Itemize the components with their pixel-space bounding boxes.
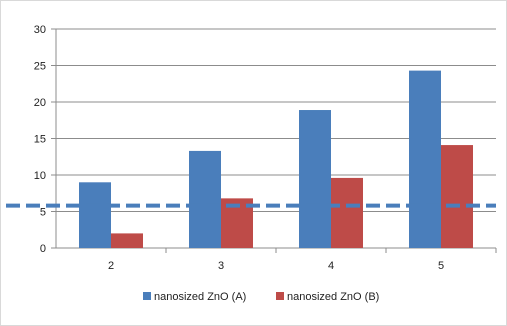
legend-label: nanosized ZnO (A) [154, 291, 246, 303]
y-tick-label: 0 [40, 243, 46, 255]
bar-a [409, 70, 441, 248]
y-tick-label: 5 [40, 207, 46, 219]
y-tick-label: 15 [34, 134, 46, 146]
bar-a [189, 150, 221, 248]
x-tick-label: 5 [438, 260, 444, 272]
legend-swatch [276, 292, 284, 300]
bar-a [79, 182, 111, 248]
y-tick-label: 30 [34, 24, 46, 36]
x-tick-label: 4 [328, 260, 334, 272]
legend-label: nanosized ZnO (B) [287, 291, 379, 303]
bar-b [111, 233, 143, 248]
bar-b [331, 177, 363, 248]
bar-a [299, 110, 331, 248]
x-tick-label: 2 [108, 260, 114, 272]
legend-swatch [143, 292, 151, 300]
bar-b [441, 145, 473, 248]
y-tick-label: 10 [34, 170, 46, 182]
y-tick-label: 20 [34, 97, 46, 109]
y-tick-label: 25 [34, 61, 46, 73]
x-tick-label: 3 [218, 260, 224, 272]
